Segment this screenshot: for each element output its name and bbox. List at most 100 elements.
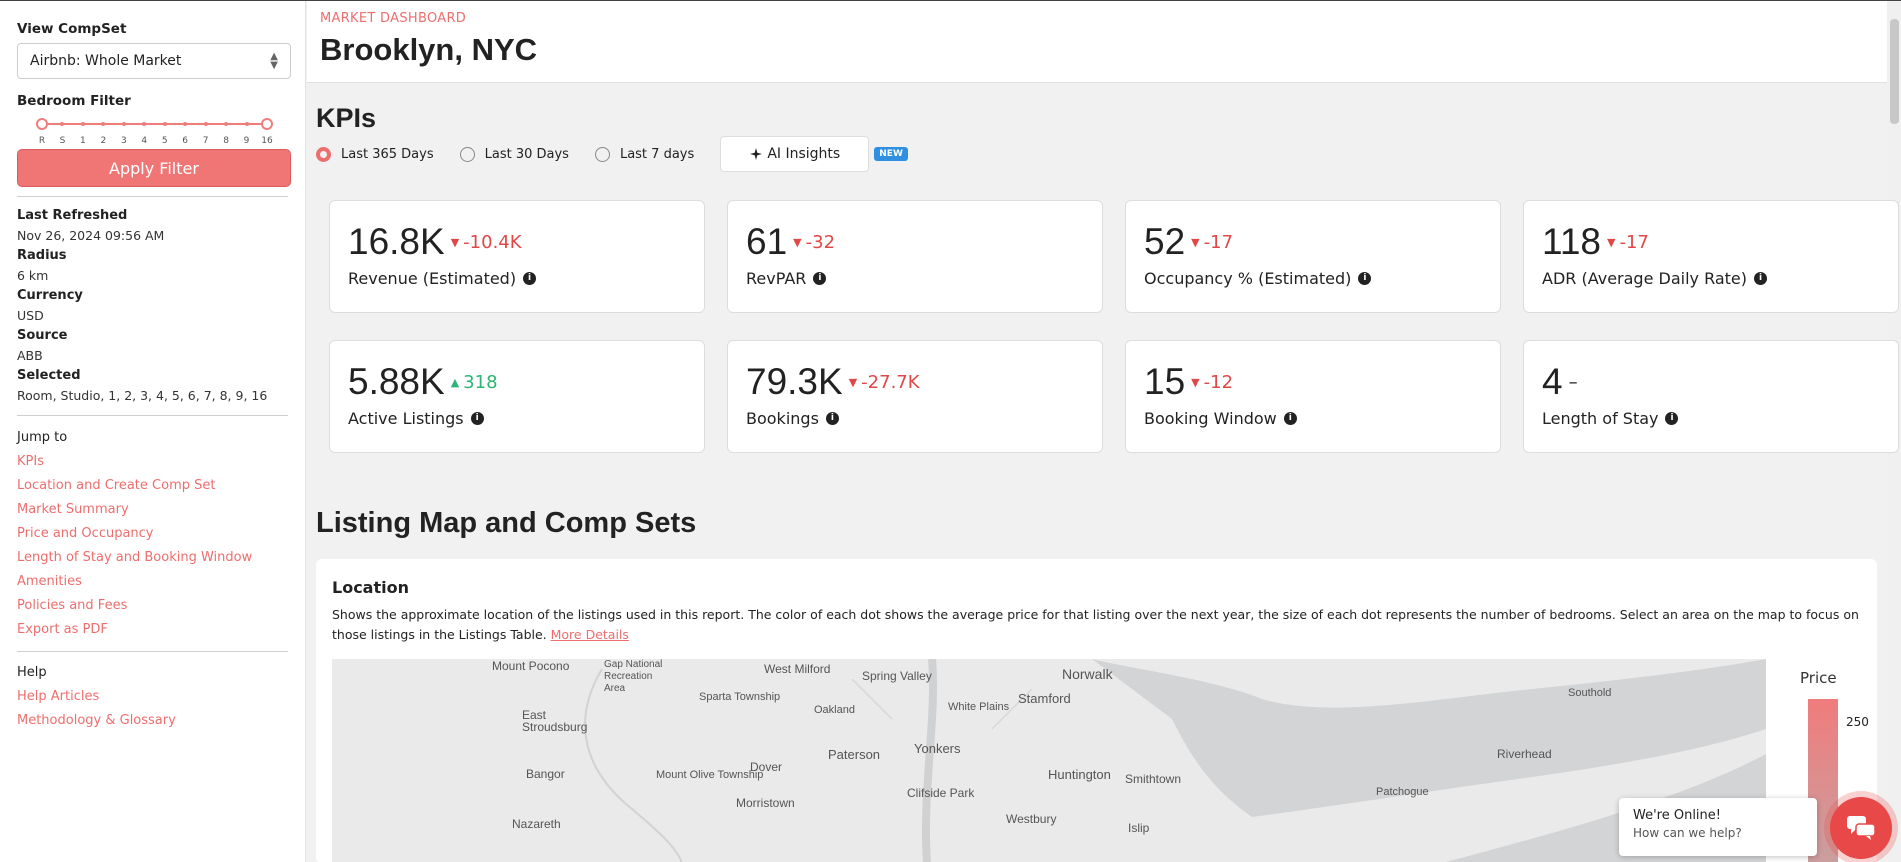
jump-link[interactable]: Export as PDF: [17, 622, 108, 637]
slider-tick-dot: [121, 122, 126, 126]
jump-link[interactable]: Amenities: [17, 574, 82, 589]
period-label: Last 365 Days: [341, 146, 434, 162]
bedroom-filter-label: Bedroom Filter: [17, 93, 131, 109]
meta-key: Source: [17, 328, 68, 343]
slider-tick-label: 9: [243, 136, 250, 146]
map-place-label: Southold: [1568, 687, 1612, 699]
slider-tick-dot: [183, 122, 188, 126]
map-place-label: Sparta Township: [699, 691, 781, 703]
kpi-delta: ▼ -17: [1607, 232, 1649, 253]
map-place-label: Mount Pocono: [492, 659, 570, 673]
sparkle-icon: [750, 148, 763, 160]
kpi-value-row: 61 ▼ -32: [746, 221, 1084, 263]
jump-to-title: Jump to: [17, 430, 68, 445]
apply-filter-button[interactable]: Apply Filter: [17, 149, 291, 187]
map-place-label: Patchogue: [1376, 786, 1429, 798]
chat-launcher-button[interactable]: [1830, 797, 1892, 859]
kpi-value: 4: [1542, 361, 1563, 402]
map-place-label: Spring Valley: [862, 669, 932, 683]
chat-prompt[interactable]: We're Online! How can we help?: [1619, 798, 1817, 856]
meta-key: Radius: [17, 248, 67, 263]
kpi-card: 4– Length of Stay i: [1523, 340, 1899, 453]
kpi-value-row: 4–: [1542, 361, 1880, 403]
radio-circle-icon: [316, 146, 331, 162]
kpi-label-text: Active Listings: [348, 409, 464, 428]
slider-tick-dot: [203, 122, 208, 126]
map-place-label: Huntington: [1048, 767, 1111, 782]
info-icon[interactable]: i: [1358, 272, 1372, 285]
help-link[interactable]: Methodology & Glossary: [17, 713, 176, 728]
more-details-link[interactable]: More Details: [550, 627, 629, 642]
slider-tick-label: 1: [80, 136, 86, 146]
kpi-card: 61 ▼ -32 RevPAR i: [727, 200, 1103, 313]
kpi-card: 79.3K ▼ -27.7K Bookings i: [727, 340, 1103, 453]
slider-tick-label: R: [38, 136, 46, 146]
period-radio[interactable]: Last 30 Days: [459, 146, 569, 162]
slider-tick-label: 2: [100, 136, 107, 146]
info-icon[interactable]: i: [825, 412, 839, 425]
kpi-label: Booking Window i: [1144, 409, 1482, 428]
jump-link[interactable]: KPIs: [17, 454, 44, 469]
jump-link[interactable]: Length of Stay and Booking Window: [17, 550, 253, 565]
location-description-text: Shows the approximate location of the li…: [332, 607, 1859, 642]
period-radio[interactable]: Last 7 days: [594, 146, 694, 162]
slider-min-handle[interactable]: [36, 118, 48, 130]
kpi-delta: ▼ -12: [1191, 372, 1233, 393]
kpi-card: 118 ▼ -17 ADR (Average Daily Rate) i: [1523, 200, 1899, 313]
slider-max-handle[interactable]: [261, 118, 273, 130]
kpi-delta: ▼ -32: [793, 232, 835, 253]
divider: [17, 196, 288, 197]
info-icon[interactable]: i: [813, 272, 827, 285]
legend-tick: 250: [1846, 715, 1869, 729]
map-place-label: Norwalk: [1062, 666, 1113, 682]
map-place-label: Yonkers: [914, 741, 961, 756]
triangle-down-icon: ▼: [1607, 235, 1616, 249]
kpi-delta-value: -27.7K: [861, 371, 920, 393]
map-place-label: Bangor: [526, 767, 565, 781]
radio-circle-icon: [459, 146, 475, 162]
jump-link[interactable]: Location and Create Comp Set: [17, 478, 216, 493]
jump-link[interactable]: Policies and Fees: [17, 598, 128, 613]
kpi-label: Occupancy % (Estimated) i: [1144, 269, 1482, 288]
map-place-label: East Stroudsburg: [522, 708, 588, 734]
bedroom-range-slider[interactable]: R S 1 2 3 4 5 6 7 8 9 16: [17, 113, 288, 149]
kpi-label-text: Booking Window: [1144, 409, 1277, 428]
listing-map[interactable]: Mount Pocono Gap National Recreation Area…: [332, 659, 1766, 862]
info-icon[interactable]: i: [1283, 412, 1297, 425]
kpi-value-row: 118 ▼ -17: [1542, 221, 1880, 263]
kpi-delta: ▼ -10.4K: [451, 232, 522, 253]
compset-select[interactable]: Airbnb: Whole Market ▲ ▼: [17, 43, 291, 79]
kpi-value: 16.8K: [348, 221, 445, 262]
map-place-label: Gap National Recreation Area: [604, 659, 663, 694]
ai-insights-button[interactable]: AI Insights: [720, 136, 870, 172]
triangle-down-icon: ▼: [450, 235, 460, 249]
help-link[interactable]: Help Articles: [17, 689, 100, 704]
slider-track: [42, 123, 267, 125]
info-icon[interactable]: i: [470, 412, 484, 425]
radio-circle-icon: [594, 146, 610, 162]
info-icon[interactable]: i: [523, 272, 537, 285]
info-icon[interactable]: i: [1754, 272, 1767, 285]
slider-tick-dot: [142, 122, 147, 126]
kpi-label: RevPAR i: [746, 269, 1084, 288]
sidebar: View CompSet Airbnb: Whole Market ▲ ▼ Bed…: [0, 1, 306, 862]
slider-tick-label: 5: [161, 136, 168, 146]
kpi-label: Bookings i: [746, 409, 1084, 428]
jump-link[interactable]: Price and Occupancy: [17, 526, 154, 541]
slider-tick-label: 4: [141, 136, 148, 146]
period-radio[interactable]: Last 365 Days: [316, 146, 434, 162]
kpi-delta: ▼ -17: [1191, 232, 1233, 253]
jump-link[interactable]: Market Summary: [17, 502, 129, 517]
info-icon[interactable]: i: [1665, 412, 1679, 425]
kpi-label-text: Bookings: [746, 409, 819, 428]
ai-insights-label: AI Insights: [767, 146, 841, 162]
kpi-value-row: 16.8K ▼ -10.4K: [348, 221, 686, 263]
kpi-delta-value: -32: [805, 231, 836, 253]
map-place-label: Riverhead: [1497, 747, 1552, 761]
scrollbar-thumb[interactable]: [1890, 19, 1899, 124]
kpi-delta-value: -17: [1619, 231, 1649, 253]
location-card: Location Shows the approximate location …: [316, 559, 1877, 862]
kpis-title: KPIs: [316, 103, 377, 133]
kpi-delta: ▼ -27.7K: [849, 372, 920, 393]
slider-tick-label: 16: [261, 136, 273, 146]
